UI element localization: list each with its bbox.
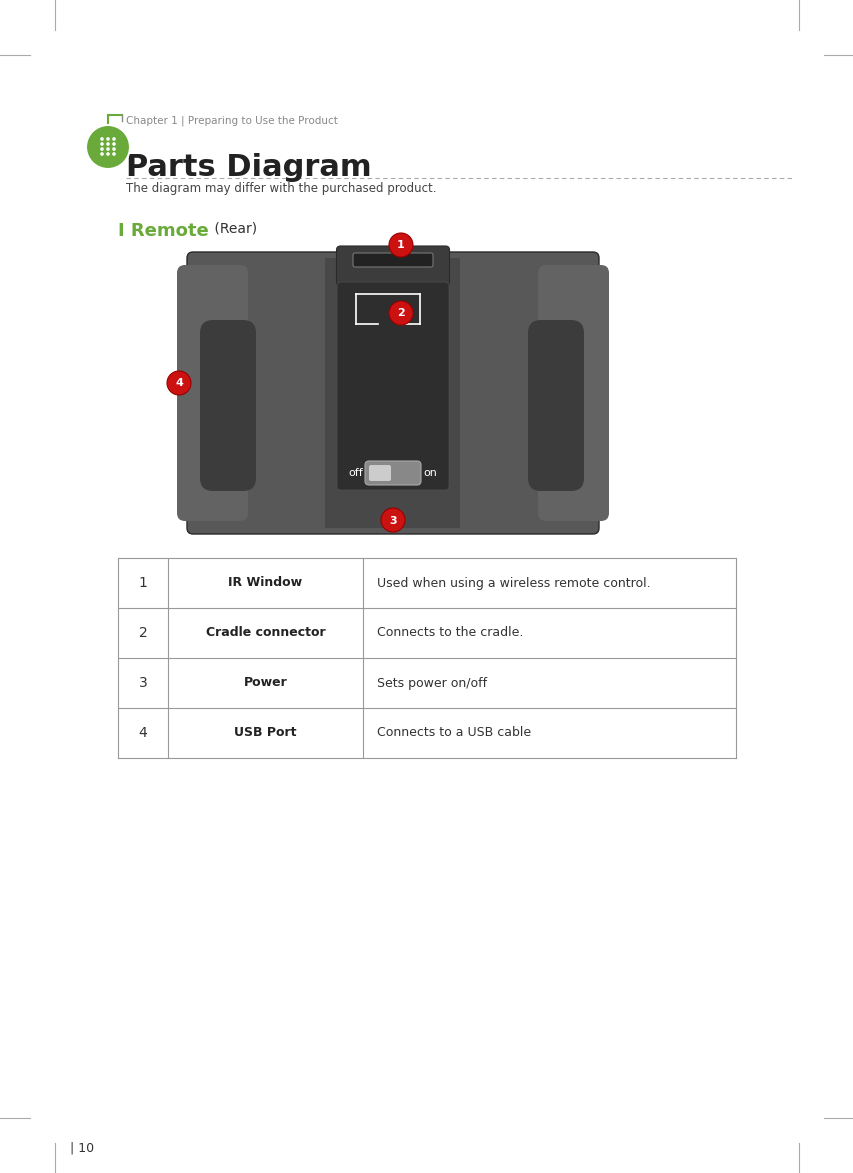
FancyBboxPatch shape [537, 265, 608, 521]
FancyBboxPatch shape [200, 320, 256, 491]
Circle shape [100, 147, 104, 151]
Text: Cradle connector: Cradle connector [206, 626, 325, 639]
Circle shape [106, 152, 110, 156]
Text: 4: 4 [138, 726, 148, 740]
Text: on: on [422, 468, 437, 479]
Text: Parts Diagram: Parts Diagram [126, 152, 371, 182]
Text: Sets power on/off: Sets power on/off [376, 677, 486, 690]
Text: Connects to the cradle.: Connects to the cradle. [376, 626, 523, 639]
Circle shape [106, 137, 110, 141]
Circle shape [100, 137, 104, 141]
FancyBboxPatch shape [337, 282, 449, 490]
Text: IR Window: IR Window [228, 576, 302, 590]
Circle shape [100, 152, 104, 156]
Circle shape [112, 147, 116, 151]
FancyBboxPatch shape [187, 252, 598, 534]
FancyBboxPatch shape [352, 253, 432, 267]
Text: Chapter 1 | Preparing to Use the Product: Chapter 1 | Preparing to Use the Product [126, 116, 338, 127]
Text: 3: 3 [389, 515, 397, 526]
Circle shape [100, 142, 104, 145]
FancyBboxPatch shape [325, 258, 460, 528]
Text: The diagram may differ with the purchased product.: The diagram may differ with the purchase… [126, 182, 436, 195]
FancyBboxPatch shape [368, 465, 391, 481]
Circle shape [112, 137, 116, 141]
Text: | 10: | 10 [70, 1141, 94, 1154]
Text: 1: 1 [138, 576, 148, 590]
Circle shape [389, 233, 413, 257]
Text: 4: 4 [175, 379, 183, 388]
FancyBboxPatch shape [527, 320, 583, 491]
Circle shape [86, 126, 130, 169]
Circle shape [106, 147, 110, 151]
Circle shape [106, 142, 110, 145]
Text: I Remote: I Remote [118, 222, 208, 240]
Circle shape [112, 142, 116, 145]
Text: 1: 1 [397, 240, 404, 251]
Text: Used when using a wireless remote control.: Used when using a wireless remote contro… [376, 576, 650, 590]
Text: 2: 2 [138, 626, 148, 640]
Text: USB Port: USB Port [234, 726, 296, 739]
Text: Power: Power [243, 677, 287, 690]
FancyBboxPatch shape [177, 265, 247, 521]
Text: Connects to a USB cable: Connects to a USB cable [376, 726, 531, 739]
Text: (Rear): (Rear) [210, 222, 257, 236]
Circle shape [389, 301, 413, 325]
Circle shape [380, 508, 404, 533]
Circle shape [112, 152, 116, 156]
Circle shape [167, 371, 191, 395]
Text: 2: 2 [397, 308, 404, 319]
FancyBboxPatch shape [364, 461, 421, 484]
Text: 3: 3 [138, 676, 148, 690]
FancyBboxPatch shape [336, 246, 449, 286]
Text: off: off [348, 468, 363, 479]
